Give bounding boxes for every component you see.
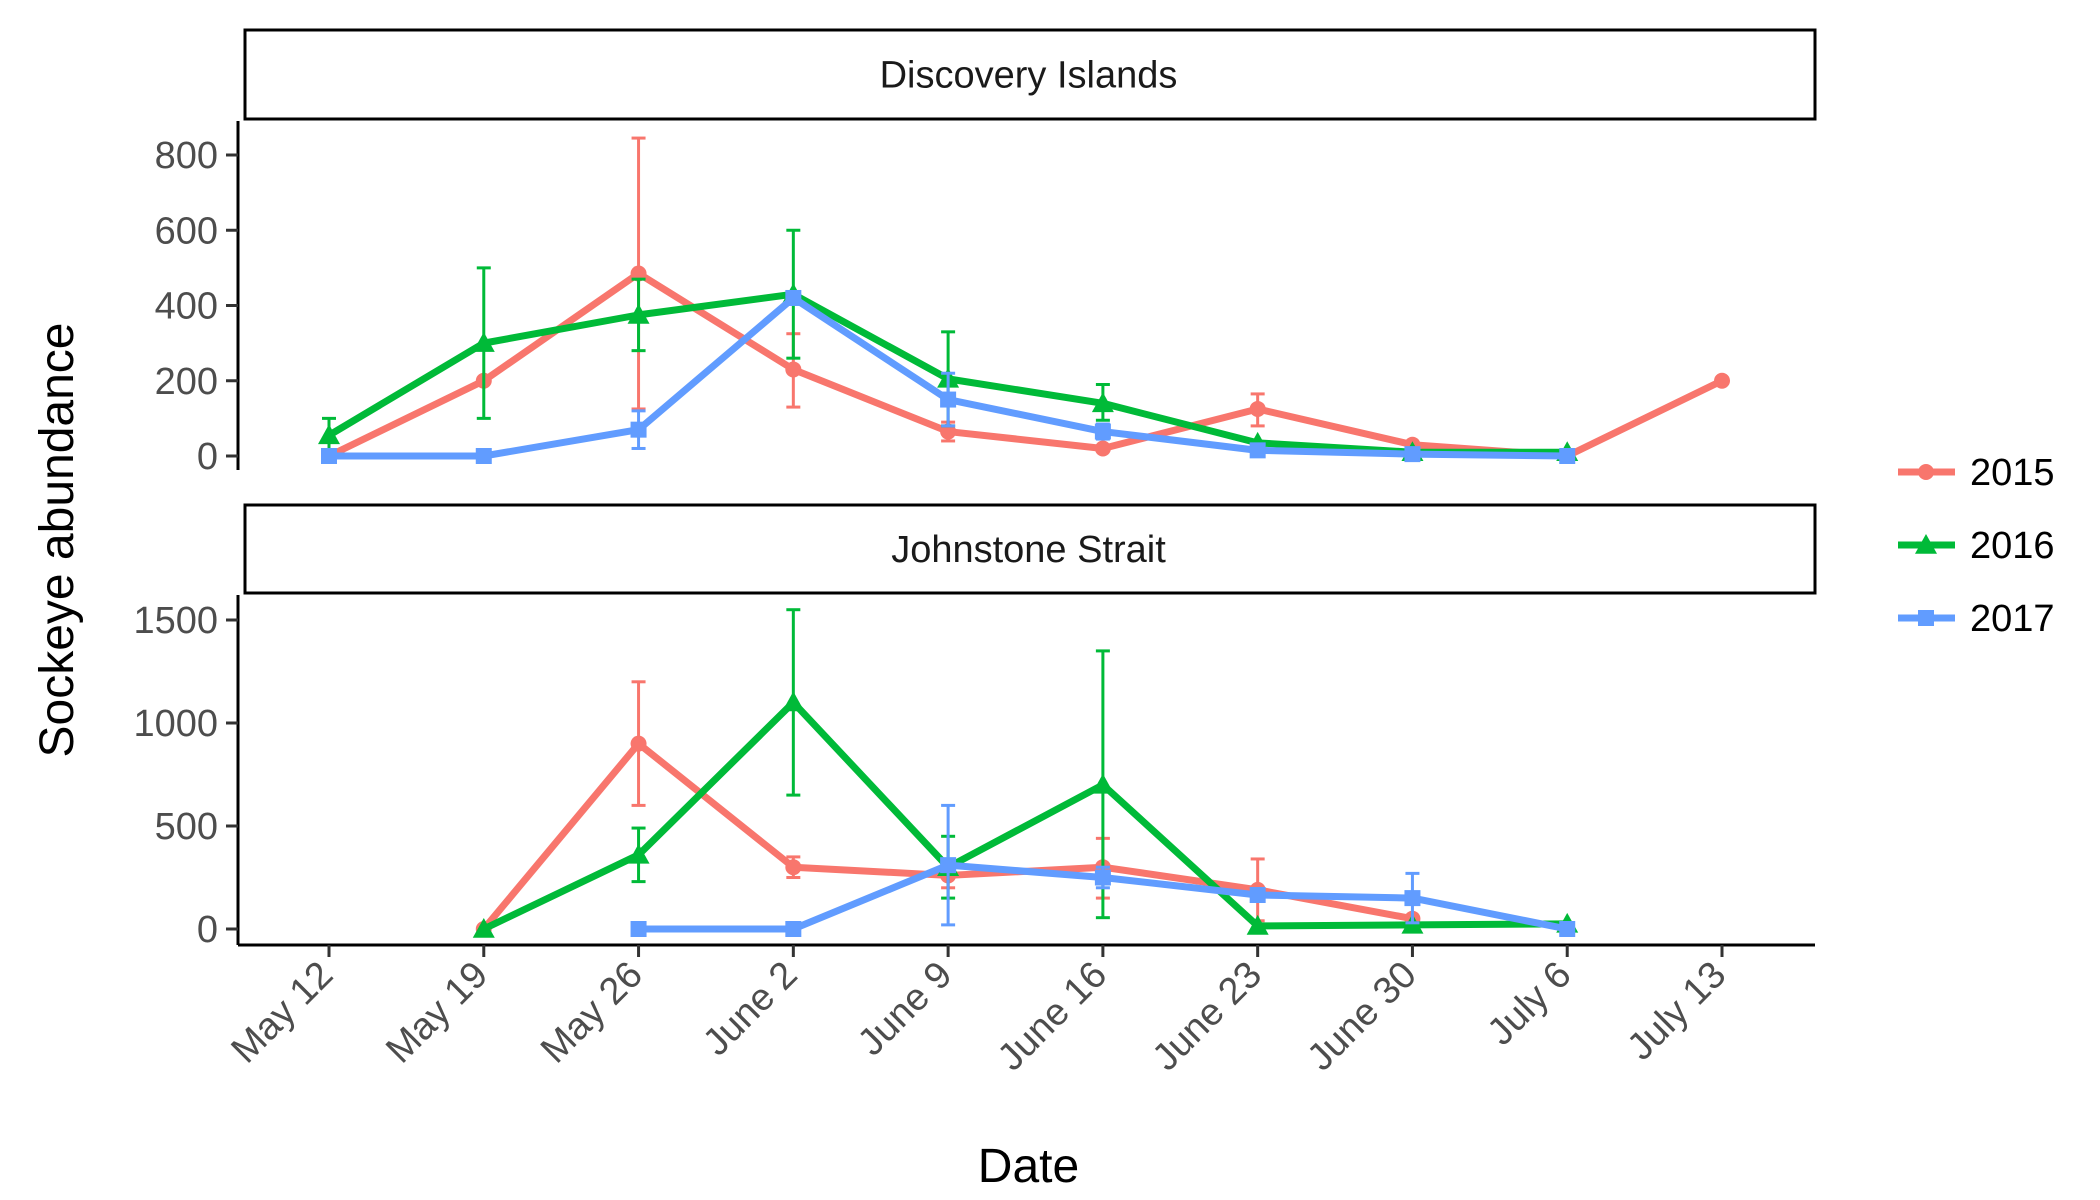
facet-strip-label: Johnstone Strait xyxy=(891,529,1166,571)
legend-entry-2017: 2017 xyxy=(1898,598,2055,640)
data-point xyxy=(321,448,337,464)
x-tick-label: July 13 xyxy=(1620,954,1735,1069)
x-tick-label: June 9 xyxy=(850,954,960,1064)
y-tick-label: 600 xyxy=(155,210,218,252)
data-point xyxy=(627,303,650,324)
data-point xyxy=(1094,869,1111,886)
data-point xyxy=(1249,442,1266,459)
y-tick-label: 500 xyxy=(155,806,218,848)
x-tick-label: June 23 xyxy=(1145,954,1270,1079)
x-tick-label: May 26 xyxy=(533,954,651,1072)
data-point xyxy=(785,921,802,937)
data-point xyxy=(472,332,495,352)
y-tick-label: 0 xyxy=(197,909,218,951)
panel-johnstone-strait: Johnstone Strait 0 500 1000 1500 xyxy=(133,503,1817,951)
series-2017 xyxy=(321,289,1576,464)
data-point xyxy=(785,859,802,876)
y-axis-title: Sockeye abundance xyxy=(31,323,84,758)
x-axis-title: Date xyxy=(978,1140,1079,1193)
legend-key-marker xyxy=(1918,464,1934,480)
series-line-2016 xyxy=(480,698,1571,933)
data-point xyxy=(1249,400,1266,417)
x-tick-label: May 12 xyxy=(224,954,342,1072)
x-tick-label: June 2 xyxy=(695,954,805,1064)
y-tick-label: 200 xyxy=(155,361,218,403)
data-point xyxy=(1094,440,1111,457)
y-tick-label: 1500 xyxy=(133,600,218,642)
x-tick-label: June 16 xyxy=(990,954,1115,1079)
y-tick-label: 0 xyxy=(197,436,218,478)
legend-label: 2017 xyxy=(1970,598,2055,640)
legend-key-marker xyxy=(1918,610,1934,626)
data-point xyxy=(1091,392,1114,413)
facet-strip-discovery-islands xyxy=(243,28,1817,121)
data-point xyxy=(785,289,802,306)
data-point xyxy=(1094,423,1111,440)
data-point xyxy=(630,921,647,937)
data-point xyxy=(475,448,492,464)
x-axis: May 12 May 19 May 26 June 2 June 9 June 16 Jun… xyxy=(224,943,1815,1079)
data-point xyxy=(472,918,495,938)
legend-label: 2016 xyxy=(1970,525,2055,567)
x-tick-label: May 19 xyxy=(378,954,496,1072)
data-point xyxy=(630,421,647,438)
data-point xyxy=(940,391,957,408)
panel-discovery-islands: Discovery Islands 0 200 400 600 800 xyxy=(155,28,1817,478)
data-point xyxy=(1404,890,1421,907)
x-tick-label: June 30 xyxy=(1299,954,1424,1079)
data-point xyxy=(1404,446,1421,463)
data-point xyxy=(1559,448,1576,464)
data-point xyxy=(630,735,647,752)
data-point xyxy=(940,423,957,440)
y-tick-label: 400 xyxy=(155,286,218,328)
panels: Discovery Islands 0 200 400 600 800 Johnstone … xyxy=(133,28,1817,951)
facet-strip-label: Discovery Islands xyxy=(880,55,1178,97)
legend-entry-2015: 2015 xyxy=(1898,452,2055,494)
data-point xyxy=(940,857,957,874)
legend-key-marker xyxy=(1915,534,1937,554)
data-point xyxy=(1091,773,1114,794)
data-point xyxy=(1249,887,1266,904)
series-line-2015 xyxy=(325,270,1726,460)
x-tick-label: July 6 xyxy=(1480,954,1580,1054)
y-tick-label: 800 xyxy=(155,135,218,177)
data-point xyxy=(1559,921,1576,937)
series-2017 xyxy=(630,803,1576,937)
data-point xyxy=(782,691,805,712)
data-point xyxy=(630,265,647,282)
series-2016 xyxy=(472,608,1579,938)
data-point xyxy=(785,361,802,378)
data-point xyxy=(1246,914,1269,935)
data-point xyxy=(318,424,340,445)
legend: 2015 2016 2017 xyxy=(1898,452,2055,640)
legend-entry-2016: 2016 xyxy=(1898,525,2055,567)
y-tick-label: 1000 xyxy=(133,703,218,745)
legend-label: 2015 xyxy=(1970,452,2055,494)
facet-strip-johnstone-strait xyxy=(243,503,1817,595)
data-point xyxy=(627,843,650,864)
data-point xyxy=(1714,372,1730,389)
